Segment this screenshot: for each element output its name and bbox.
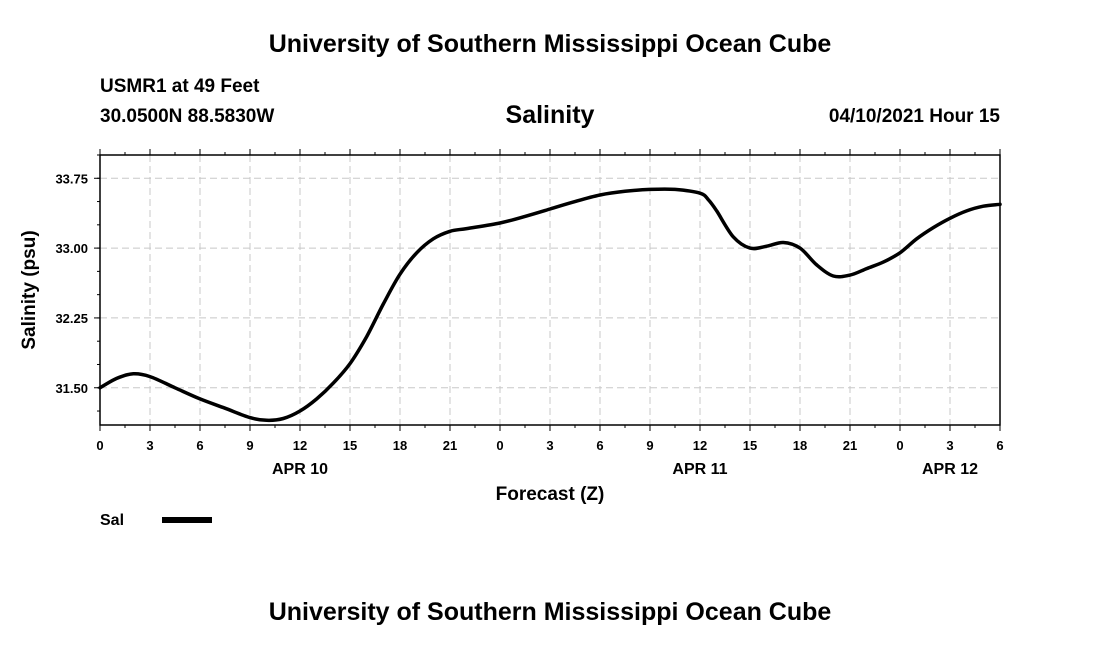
y-tick-label: 31.50 bbox=[55, 381, 88, 396]
labels-layer: 0 3 6 9 12 15 18 21 0 3 6 9 12 15 18 21 0 3 6 31.50 32.25 33.… bbox=[55, 171, 1003, 478]
x-tick-label: 3 bbox=[946, 438, 953, 453]
x-tick-label: 6 bbox=[596, 438, 603, 453]
x-tick-label: 3 bbox=[146, 438, 153, 453]
x-tick-label: 18 bbox=[793, 438, 807, 453]
x-tick-label: 18 bbox=[393, 438, 407, 453]
footer-title: University of Southern Mississippi Ocean… bbox=[268, 598, 832, 626]
y-tick-label: 33.00 bbox=[55, 241, 88, 256]
x-tick-label: 21 bbox=[843, 438, 857, 453]
page-title: University of Southern Mississippi Ocean… bbox=[268, 30, 832, 58]
date-label: APR 12 bbox=[922, 461, 978, 478]
date-label: APR 11 bbox=[672, 461, 727, 478]
date-label: APR 10 bbox=[272, 461, 328, 478]
x-tick-label: 9 bbox=[646, 438, 653, 453]
ticks-layer bbox=[94, 149, 1001, 431]
coordinates-label: 30.0500N 88.5830W bbox=[100, 106, 275, 127]
x-tick-label: 21 bbox=[443, 438, 457, 453]
x-tick-label: 3 bbox=[546, 438, 553, 453]
y-tick-label: 32.25 bbox=[55, 311, 88, 326]
x-tick-label: 0 bbox=[96, 438, 103, 453]
forecast-datetime: 04/10/2021 Hour 15 bbox=[828, 106, 1000, 127]
y-axis-title: Salinity (psu) bbox=[19, 230, 40, 349]
series-line-sal bbox=[98, 187, 1002, 423]
x-tick-label: 0 bbox=[496, 438, 503, 453]
parameter-title: Salinity bbox=[505, 101, 595, 129]
y-tick-label: 33.75 bbox=[55, 171, 88, 186]
plot-frame bbox=[99, 154, 1001, 426]
x-tick-label: 12 bbox=[293, 438, 307, 453]
x-axis-title: Forecast (Z) bbox=[496, 484, 605, 505]
x-tick-label: 6 bbox=[996, 438, 1003, 453]
grid-layer bbox=[100, 155, 1000, 425]
x-tick-label: 9 bbox=[246, 438, 253, 453]
legend-label: Sal bbox=[100, 512, 124, 529]
x-tick-label: 0 bbox=[896, 438, 903, 453]
x-tick-label: 15 bbox=[743, 438, 757, 453]
x-tick-label: 12 bbox=[693, 438, 707, 453]
station-label: USMR1 at 49 Feet bbox=[100, 76, 260, 97]
x-tick-label: 6 bbox=[196, 438, 203, 453]
series-layer bbox=[98, 187, 1002, 423]
x-tick-label: 15 bbox=[343, 438, 357, 453]
legend: Sal bbox=[100, 512, 212, 529]
